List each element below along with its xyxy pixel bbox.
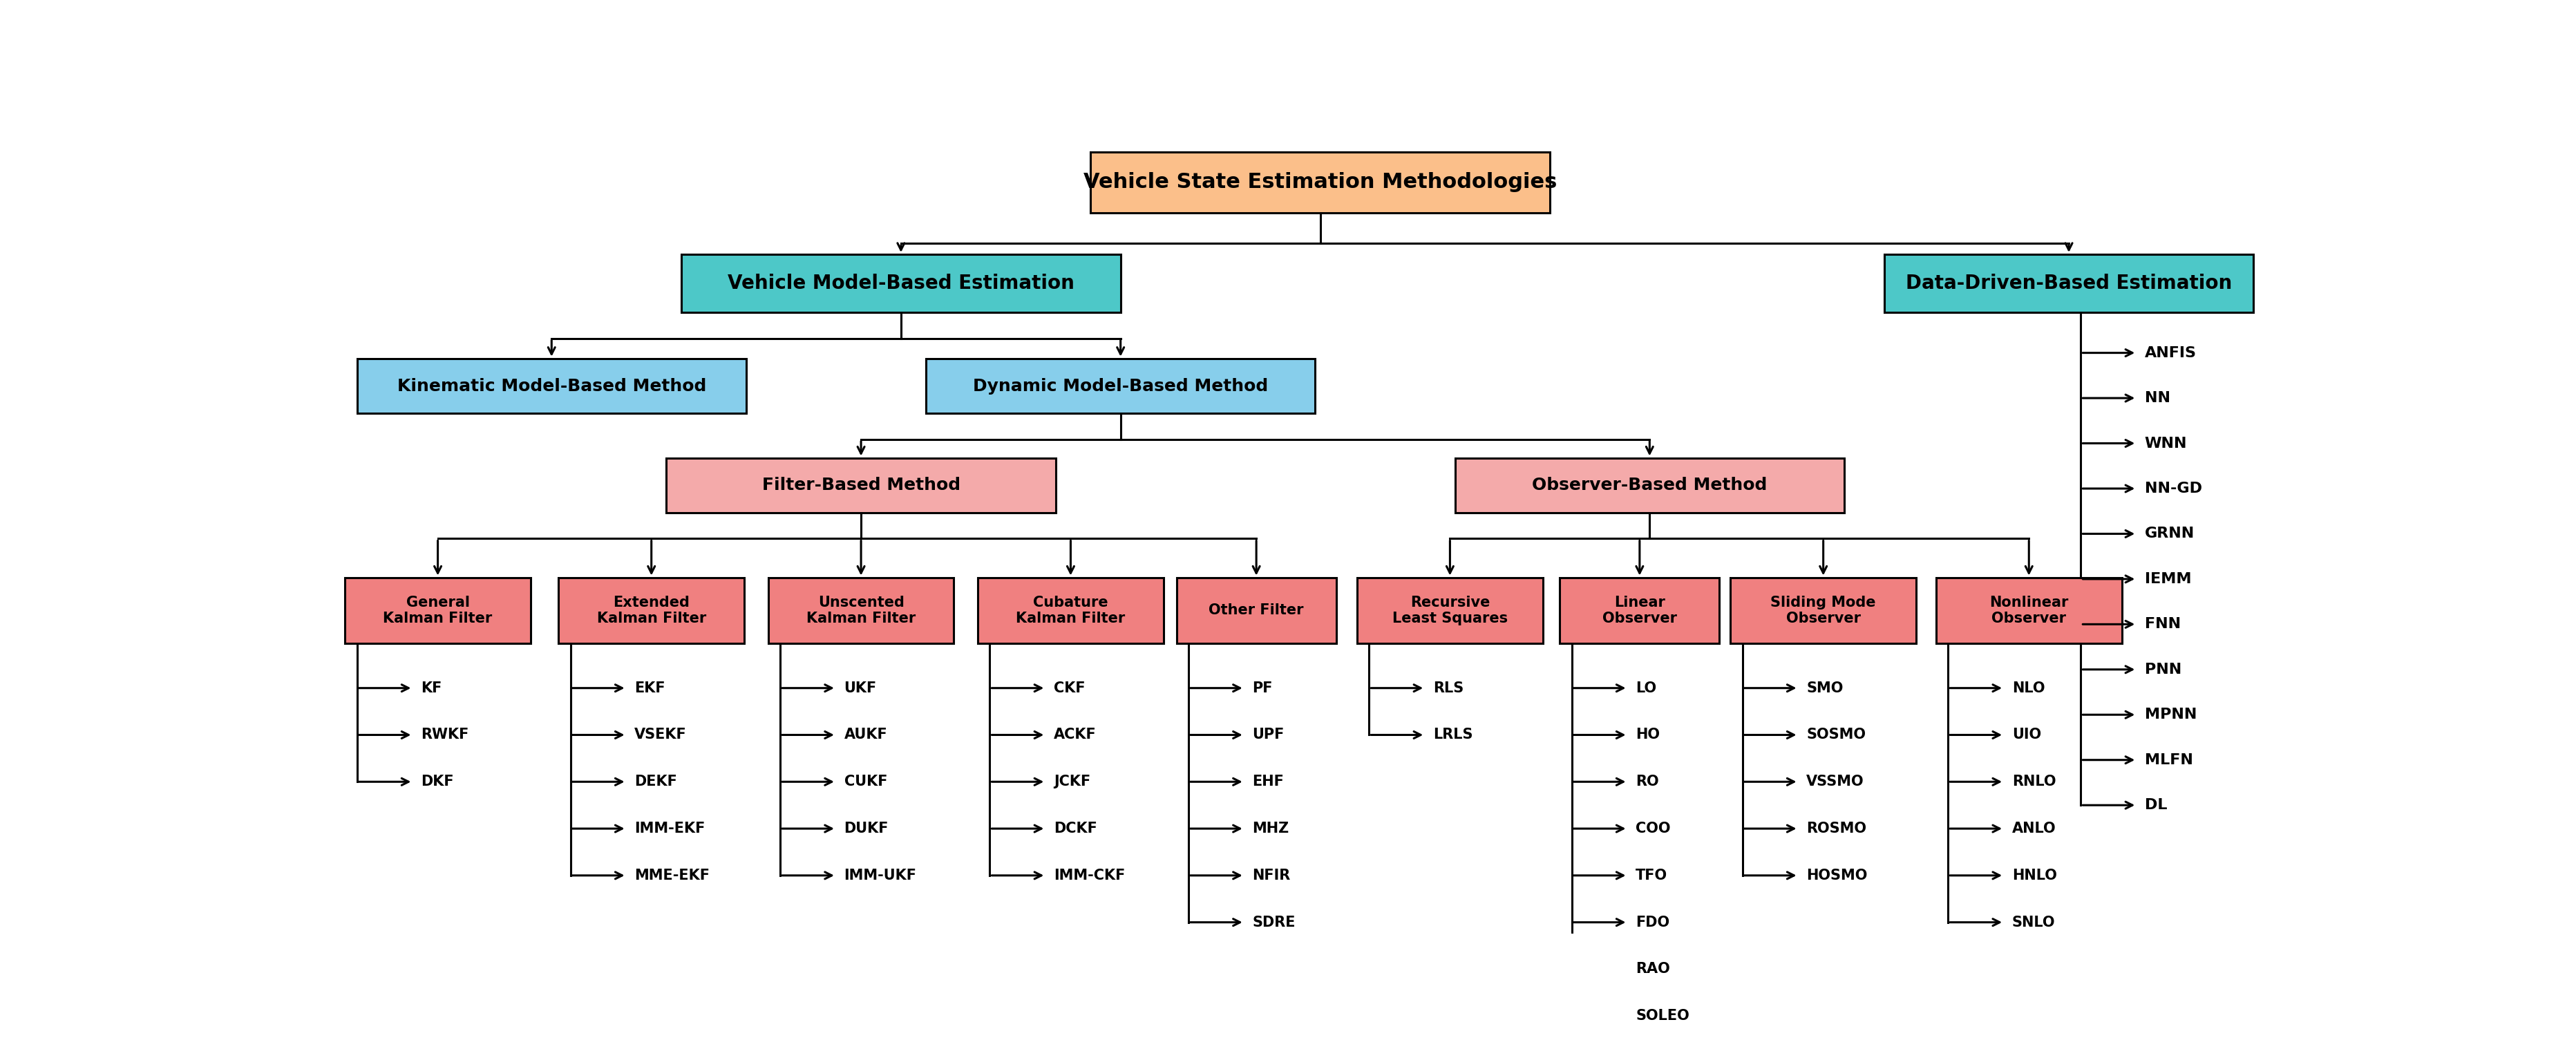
Text: MME-EKF: MME-EKF	[634, 869, 711, 882]
FancyBboxPatch shape	[1455, 457, 1844, 513]
FancyBboxPatch shape	[768, 577, 953, 644]
FancyBboxPatch shape	[345, 577, 531, 644]
Text: MPNN: MPNN	[2146, 708, 2197, 722]
Text: DKF: DKF	[420, 775, 453, 789]
Text: HOSMO: HOSMO	[1806, 869, 1868, 882]
Text: General
Kalman Filter: General Kalman Filter	[384, 596, 492, 625]
FancyBboxPatch shape	[1090, 152, 1551, 213]
Text: DEKF: DEKF	[634, 775, 677, 789]
Text: SMO: SMO	[1806, 681, 1844, 695]
Text: EKF: EKF	[634, 681, 665, 695]
Text: VSSMO: VSSMO	[1806, 775, 1865, 789]
Text: CUKF: CUKF	[845, 775, 886, 789]
FancyBboxPatch shape	[1937, 577, 2123, 644]
Text: Observer-Based Method: Observer-Based Method	[1533, 477, 1767, 494]
FancyBboxPatch shape	[925, 359, 1316, 413]
Text: PF: PF	[1252, 681, 1273, 695]
Text: SNLO: SNLO	[2012, 916, 2056, 929]
Text: RLS: RLS	[1432, 681, 1463, 695]
FancyBboxPatch shape	[559, 577, 744, 644]
Text: VSEKF: VSEKF	[634, 728, 688, 742]
Text: Kinematic Model-Based Method: Kinematic Model-Based Method	[397, 378, 706, 394]
Text: Cubature
Kalman Filter: Cubature Kalman Filter	[1015, 596, 1126, 625]
Text: IEMM: IEMM	[2146, 572, 2192, 586]
Text: FDO: FDO	[1636, 916, 1669, 929]
Text: NN-GD: NN-GD	[2146, 481, 2202, 495]
Text: IMM-EKF: IMM-EKF	[634, 821, 706, 835]
Text: Unscented
Kalman Filter: Unscented Kalman Filter	[806, 596, 914, 625]
Text: Linear
Observer: Linear Observer	[1602, 596, 1677, 625]
FancyBboxPatch shape	[1358, 577, 1543, 644]
Text: AUKF: AUKF	[845, 728, 886, 742]
Text: IMM-UKF: IMM-UKF	[845, 869, 917, 882]
Text: Other Filter: Other Filter	[1208, 603, 1303, 618]
Text: DUKF: DUKF	[845, 821, 889, 835]
Text: RAO: RAO	[1636, 962, 1669, 976]
Text: Recursive
Least Squares: Recursive Least Squares	[1391, 596, 1507, 625]
Text: SOSMO: SOSMO	[1806, 728, 1865, 742]
Text: Nonlinear
Observer: Nonlinear Observer	[1989, 596, 2069, 625]
Text: Data-Driven-Based Estimation: Data-Driven-Based Estimation	[1906, 274, 2231, 293]
FancyBboxPatch shape	[1883, 254, 2254, 313]
Text: ANFIS: ANFIS	[2146, 346, 2197, 360]
Text: Filter-Based Method: Filter-Based Method	[762, 477, 961, 494]
FancyBboxPatch shape	[1731, 577, 1917, 644]
Text: TFO: TFO	[1636, 869, 1667, 882]
Text: UIO: UIO	[2012, 728, 2040, 742]
FancyBboxPatch shape	[1177, 577, 1337, 644]
Text: HO: HO	[1636, 728, 1659, 742]
FancyBboxPatch shape	[667, 457, 1056, 513]
Text: MHZ: MHZ	[1252, 821, 1288, 835]
Text: ANLO: ANLO	[2012, 821, 2056, 835]
Text: NLO: NLO	[2012, 681, 2045, 695]
Text: COO: COO	[1636, 821, 1669, 835]
Text: WNN: WNN	[2146, 436, 2187, 450]
Text: DL: DL	[2146, 798, 2166, 812]
Text: ROSMO: ROSMO	[1806, 821, 1868, 835]
Text: RWKF: RWKF	[420, 728, 469, 742]
Text: RNLO: RNLO	[2012, 775, 2056, 789]
Text: Vehicle Model-Based Estimation: Vehicle Model-Based Estimation	[726, 274, 1074, 293]
Text: IMM-CKF: IMM-CKF	[1054, 869, 1126, 882]
Text: ACKF: ACKF	[1054, 728, 1097, 742]
Text: MLFN: MLFN	[2146, 753, 2192, 767]
Text: FNN: FNN	[2146, 618, 2182, 631]
Text: RO: RO	[1636, 775, 1659, 789]
Text: UKF: UKF	[845, 681, 876, 695]
FancyBboxPatch shape	[1561, 577, 1721, 644]
Text: UPF: UPF	[1252, 728, 1285, 742]
Text: NFIR: NFIR	[1252, 869, 1291, 882]
Text: LO: LO	[1636, 681, 1656, 695]
Text: CKF: CKF	[1054, 681, 1084, 695]
Text: NN: NN	[2146, 391, 2169, 405]
FancyBboxPatch shape	[358, 359, 747, 413]
Text: LRLS: LRLS	[1432, 728, 1473, 742]
Text: EHF: EHF	[1252, 775, 1283, 789]
Text: PNN: PNN	[2146, 663, 2182, 677]
Text: Vehicle State Estimation Methodologies: Vehicle State Estimation Methodologies	[1084, 172, 1556, 192]
Text: SOLEO: SOLEO	[1636, 1009, 1690, 1023]
Text: KF: KF	[420, 681, 443, 695]
FancyBboxPatch shape	[680, 254, 1121, 313]
Text: DCKF: DCKF	[1054, 821, 1097, 835]
Text: GRNN: GRNN	[2146, 527, 2195, 540]
Text: Dynamic Model-Based Method: Dynamic Model-Based Method	[974, 378, 1267, 394]
FancyBboxPatch shape	[979, 577, 1164, 644]
Text: SDRE: SDRE	[1252, 916, 1296, 929]
Text: Extended
Kalman Filter: Extended Kalman Filter	[598, 596, 706, 625]
Text: HNLO: HNLO	[2012, 869, 2056, 882]
Text: JCKF: JCKF	[1054, 775, 1090, 789]
Text: Sliding Mode
Observer: Sliding Mode Observer	[1770, 596, 1875, 625]
